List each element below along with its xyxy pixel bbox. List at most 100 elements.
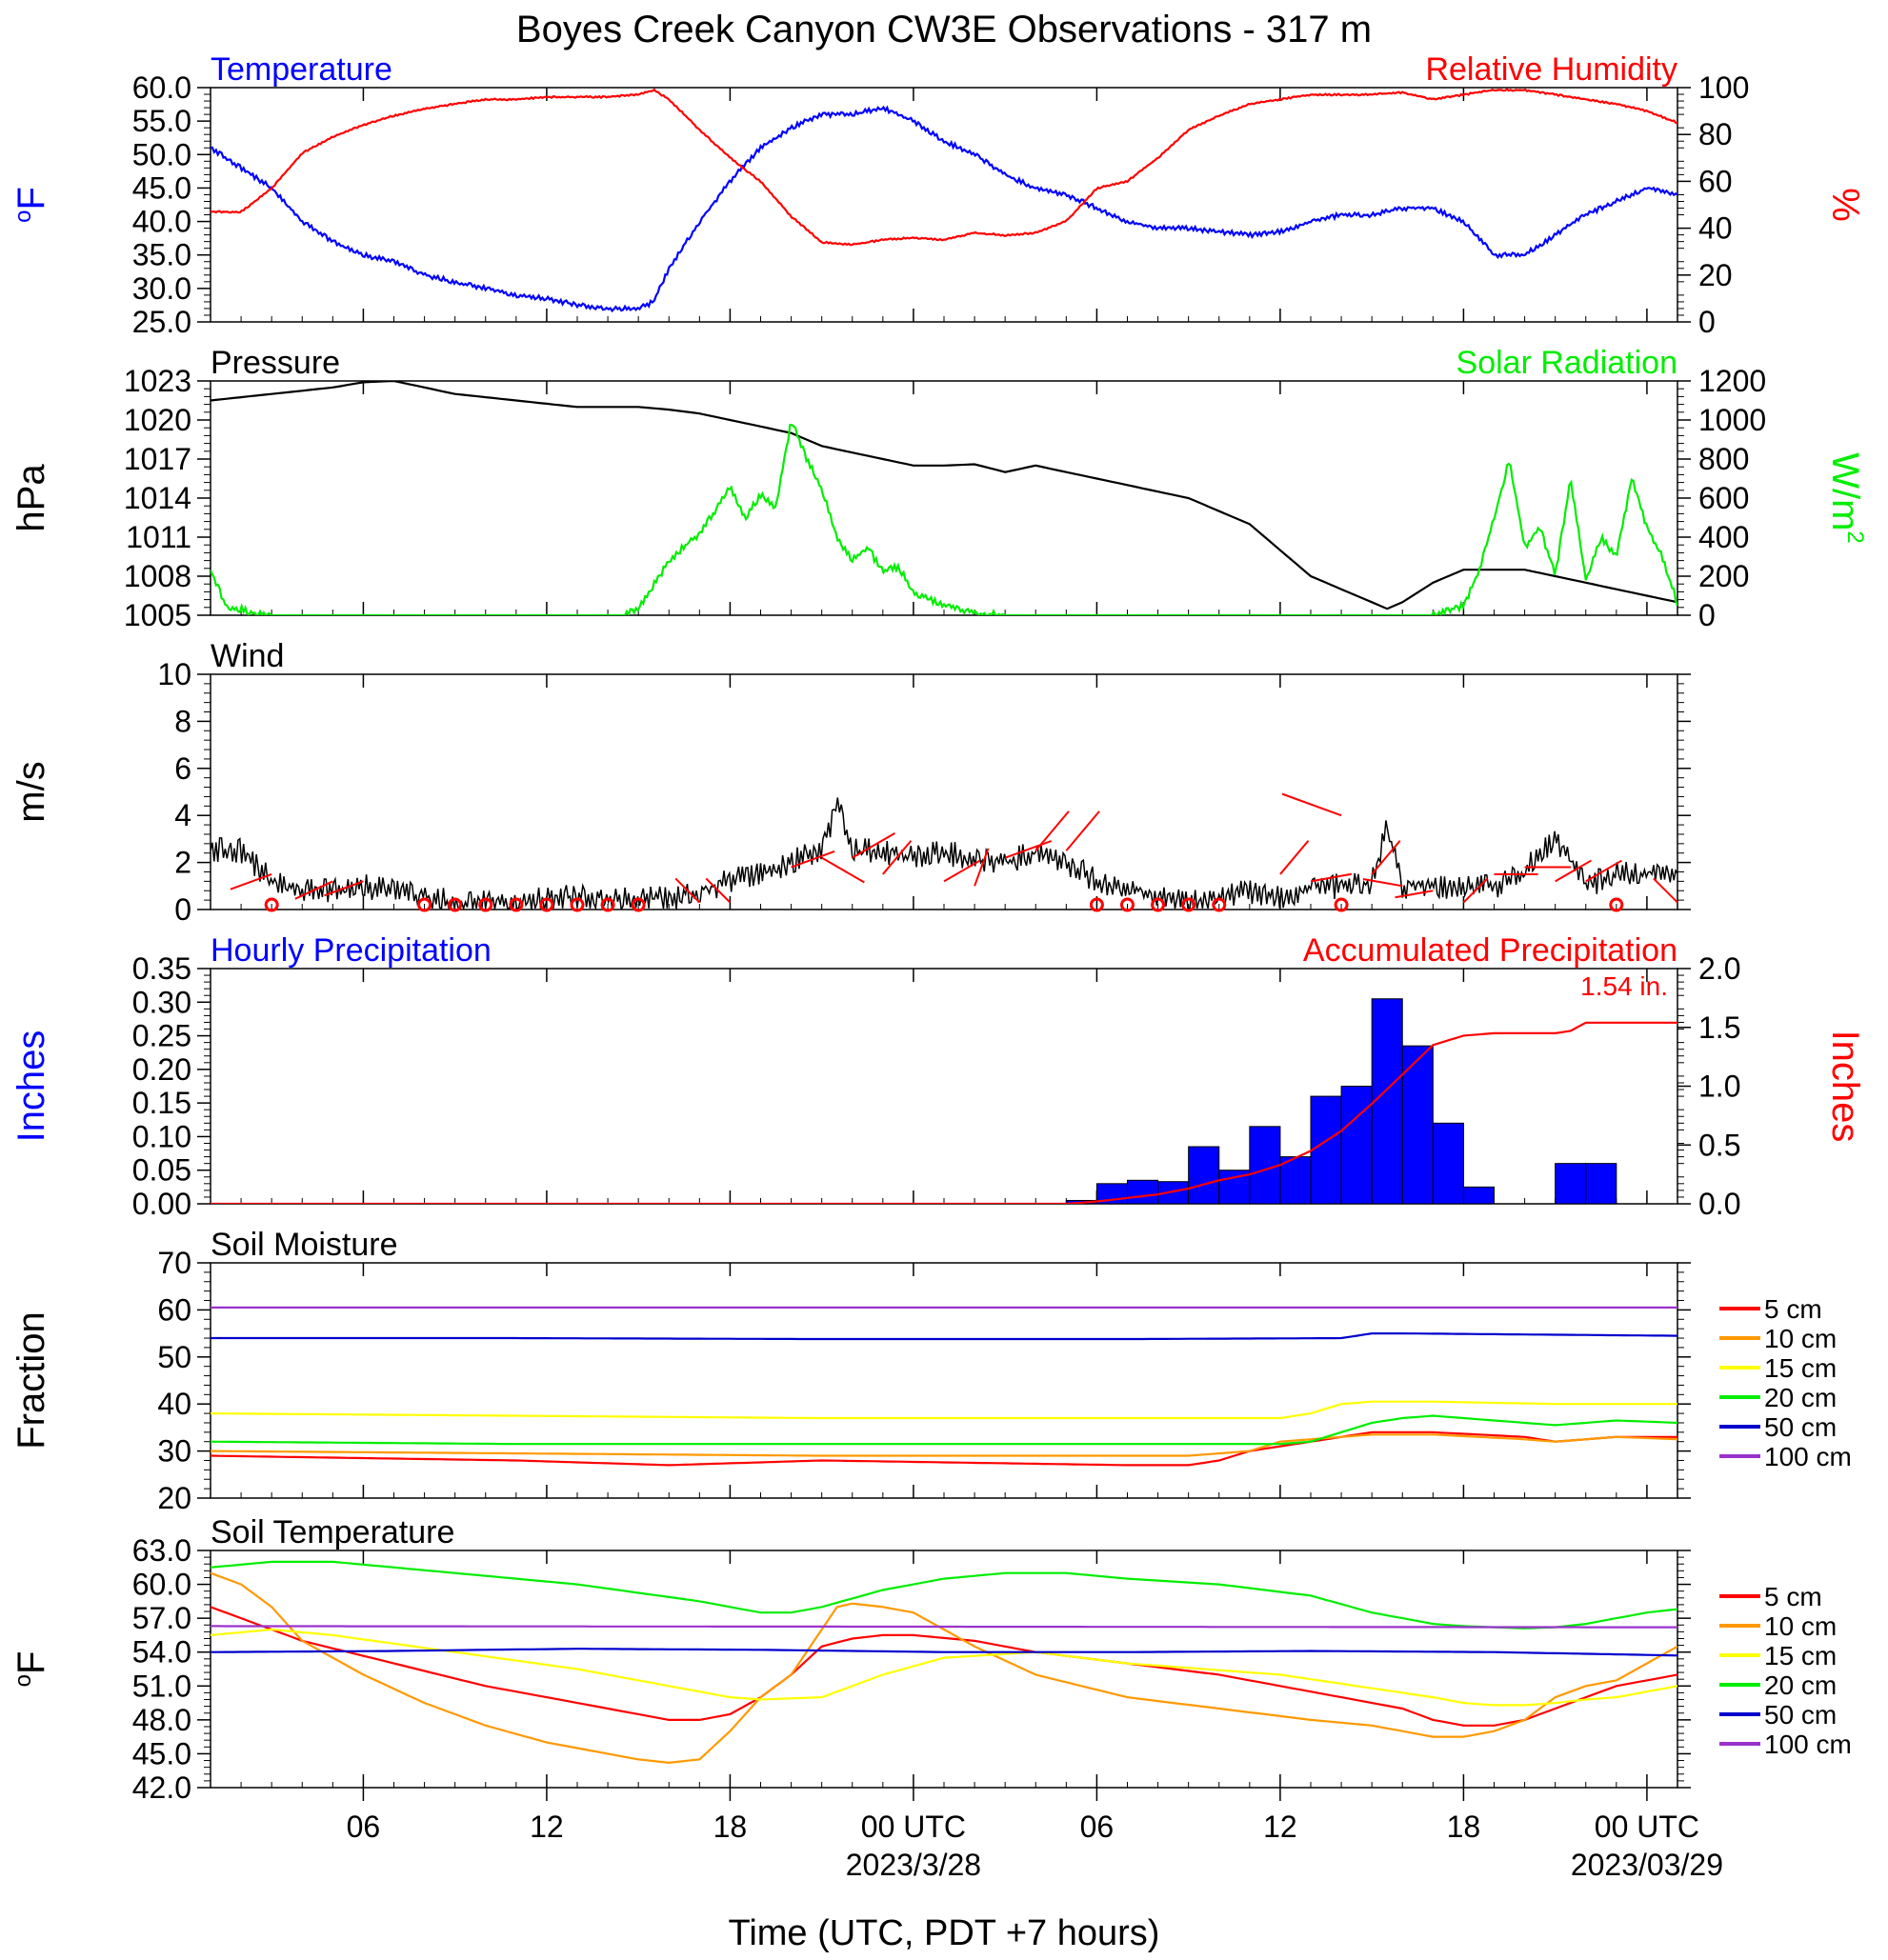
panel-wind: 0 2 4 6 8 10 Wind m/s — [10, 638, 1691, 927]
precip-bar — [1188, 1146, 1220, 1205]
y-tick-label-left: 0.25 — [132, 1019, 191, 1053]
panel-title-right: Accumulated Precipitation — [1303, 932, 1677, 969]
series-line-right — [211, 1021, 1677, 1204]
wind-calm-marker — [417, 897, 432, 912]
y-tick-label-left: 63.0 — [132, 1533, 191, 1568]
wind-barb — [1310, 872, 1353, 883]
legend-label: 15 cm — [1764, 1641, 1837, 1670]
time-tick-label: 00 UTC — [861, 1810, 966, 1844]
panel-title-left: Soil Temperature — [211, 1514, 454, 1550]
time-tick-label: 18 — [713, 1810, 748, 1844]
y-tick-label-left: 1005 — [124, 598, 191, 632]
precip-bar — [1555, 1163, 1587, 1205]
legend-label: 5 cm — [1764, 1582, 1822, 1611]
y-tick-label-left: 4 — [174, 798, 191, 832]
y-tick-label-left: 30.0 — [132, 271, 191, 306]
legend-label: 50 cm — [1764, 1700, 1837, 1730]
wind-calm-marker — [478, 897, 493, 912]
time-tick-label: 18 — [1447, 1810, 1481, 1844]
y-tick-label-right: 800 — [1698, 442, 1749, 476]
y-tick-label-left: 0.15 — [132, 1086, 191, 1120]
series-line-100cm — [211, 1625, 1677, 1629]
y-tick-label-left: 6 — [174, 751, 191, 786]
y-tick-label-left: 45.0 — [132, 170, 191, 205]
legend-label: 100 cm — [1764, 1442, 1852, 1471]
y-tick-label-left: 50 — [157, 1340, 191, 1374]
y-tick-label-right: 1200 — [1698, 364, 1766, 398]
wind-calm-marker — [570, 897, 585, 912]
y-tick-label-left: 1020 — [124, 403, 191, 437]
y-tick-label-left: 8 — [174, 704, 191, 738]
precip-bar — [1432, 1122, 1464, 1205]
wind-barb — [1653, 877, 1678, 904]
y-tick-label-left: 40 — [157, 1387, 191, 1421]
wind-barb — [1004, 840, 1052, 859]
wind-barb — [1281, 792, 1342, 817]
wind-barb — [1371, 840, 1401, 875]
panel-frame — [210, 673, 1678, 910]
y-tick-label-right: 0 — [1698, 305, 1716, 339]
wind-barb — [294, 880, 333, 900]
wind-barb — [1555, 859, 1592, 883]
legend-label: 15 cm — [1764, 1353, 1837, 1383]
wind-barb — [1585, 859, 1623, 883]
series-line-5cm — [211, 1430, 1677, 1467]
y-tick-label-right: 1.0 — [1698, 1070, 1740, 1104]
y-tick-label-left: 40.0 — [132, 205, 191, 239]
precip-bar — [1310, 1095, 1342, 1205]
y-tick-label-right: 100 — [1698, 70, 1749, 105]
time-tick-label: 12 — [530, 1810, 564, 1844]
y-tick-label-left: 0.30 — [132, 985, 191, 1019]
y-axis-label-left: Inches — [10, 1030, 52, 1143]
panel-soil-temperature: 42.045.048.051.054.057.060.063.0 Soil Tem… — [10, 1514, 1852, 1805]
wind-barb — [705, 877, 732, 904]
y-tick-label-left: 55.0 — [132, 104, 191, 138]
y-tick-label-left: 25.0 — [132, 305, 191, 339]
wind-barb — [821, 856, 865, 884]
series-line-15cm — [211, 1400, 1677, 1420]
time-axis: 06 12 18 00 UTC 2023/3/28 06 12 18 00 UTC 2023/03… — [347, 1788, 1723, 1882]
precip-bar — [1340, 1086, 1373, 1205]
series-line-left — [211, 381, 1677, 610]
series-line-left — [211, 797, 1677, 910]
series-line-50cm — [211, 1648, 1677, 1657]
y-axis-label-left: hPa — [10, 464, 52, 532]
wind-calm-marker — [1120, 897, 1135, 912]
wind-calm-marker — [1609, 897, 1624, 912]
y-tick-label-left: 51.0 — [132, 1669, 191, 1703]
series-line-left — [211, 105, 1677, 313]
y-tick-label-right: 60 — [1698, 164, 1733, 198]
y-tick-label-right: 400 — [1698, 520, 1749, 554]
panel-pressure-solar: 1005 1008 1011 1014 1017 1020 1023 0 200 400 600 80… — [10, 345, 1868, 632]
wind-barb — [1362, 878, 1403, 888]
wind-calm-marker — [1212, 897, 1227, 912]
x-axis-label: Time (UTC, PDT +7 hours) — [729, 1913, 1160, 1953]
wind-calm-marker — [631, 897, 646, 912]
time-tick-label: 12 — [1263, 1810, 1297, 1844]
y-tick-label-left: 35.0 — [132, 238, 191, 272]
wind-barb — [974, 848, 990, 887]
y-tick-label-left: 60.0 — [132, 1568, 191, 1602]
wind-barb — [1395, 890, 1434, 899]
series-line-right — [211, 424, 1677, 615]
y-tick-label-left: 1023 — [124, 364, 191, 398]
y-tick-label-left: 0.00 — [132, 1187, 191, 1221]
wind-calm-marker — [448, 897, 463, 912]
legend-label: 50 cm — [1764, 1412, 1837, 1442]
series-line-20cm — [211, 1560, 1677, 1630]
precip-bar — [1371, 998, 1403, 1205]
y-tick-label-left: 0 — [174, 892, 191, 927]
panel-title-right: Solar Radiation — [1456, 345, 1677, 381]
legend-label: 10 cm — [1764, 1611, 1837, 1641]
y-tick-label-right: 80 — [1698, 117, 1733, 151]
wind-calm-marker — [509, 897, 524, 912]
y-tick-label-right: 0.5 — [1698, 1128, 1740, 1162]
y-tick-label-right: 0.0 — [1698, 1187, 1740, 1221]
panels-layer: 25.030.035.040.045.050.055.060.002040608… — [10, 51, 1868, 1805]
y-axis-label-left: Fraction — [10, 1311, 52, 1450]
wind-barb — [1065, 810, 1100, 851]
time-tick-label: 06 — [347, 1810, 381, 1844]
series-line-10cm — [211, 1433, 1677, 1457]
y-tick-label-left: 70 — [157, 1246, 191, 1280]
panel-title-left: Pressure — [211, 345, 340, 381]
